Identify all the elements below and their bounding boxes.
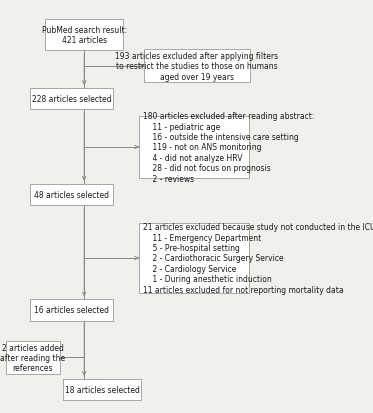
FancyBboxPatch shape	[30, 299, 113, 321]
FancyBboxPatch shape	[6, 341, 60, 375]
Text: PubMed search result:
421 articles: PubMed search result: 421 articles	[42, 26, 127, 45]
Text: 18 articles selected: 18 articles selected	[65, 385, 140, 394]
Text: 180 articles excluded after reading abstract:
    11 - pediatric age
    16 - ou: 180 articles excluded after reading abst…	[142, 112, 314, 183]
FancyBboxPatch shape	[45, 20, 123, 51]
FancyBboxPatch shape	[139, 117, 249, 178]
Text: 48 articles selected: 48 articles selected	[34, 190, 109, 199]
Text: 228 articles selected: 228 articles selected	[32, 95, 112, 104]
Text: 2 articles added
after reading the
references: 2 articles added after reading the refer…	[0, 343, 65, 373]
Text: 193 articles excluded after applying filters
to restrict the studies to those on: 193 articles excluded after applying fil…	[115, 52, 279, 81]
FancyBboxPatch shape	[139, 224, 249, 293]
Text: 16 articles selected: 16 articles selected	[34, 306, 109, 315]
FancyBboxPatch shape	[63, 379, 141, 400]
Text: 21 articles excluded because study not conducted in the ICU:
    11 - Emergency : 21 articles excluded because study not c…	[142, 223, 373, 294]
FancyBboxPatch shape	[30, 184, 113, 206]
FancyBboxPatch shape	[30, 89, 113, 110]
FancyBboxPatch shape	[144, 50, 250, 83]
